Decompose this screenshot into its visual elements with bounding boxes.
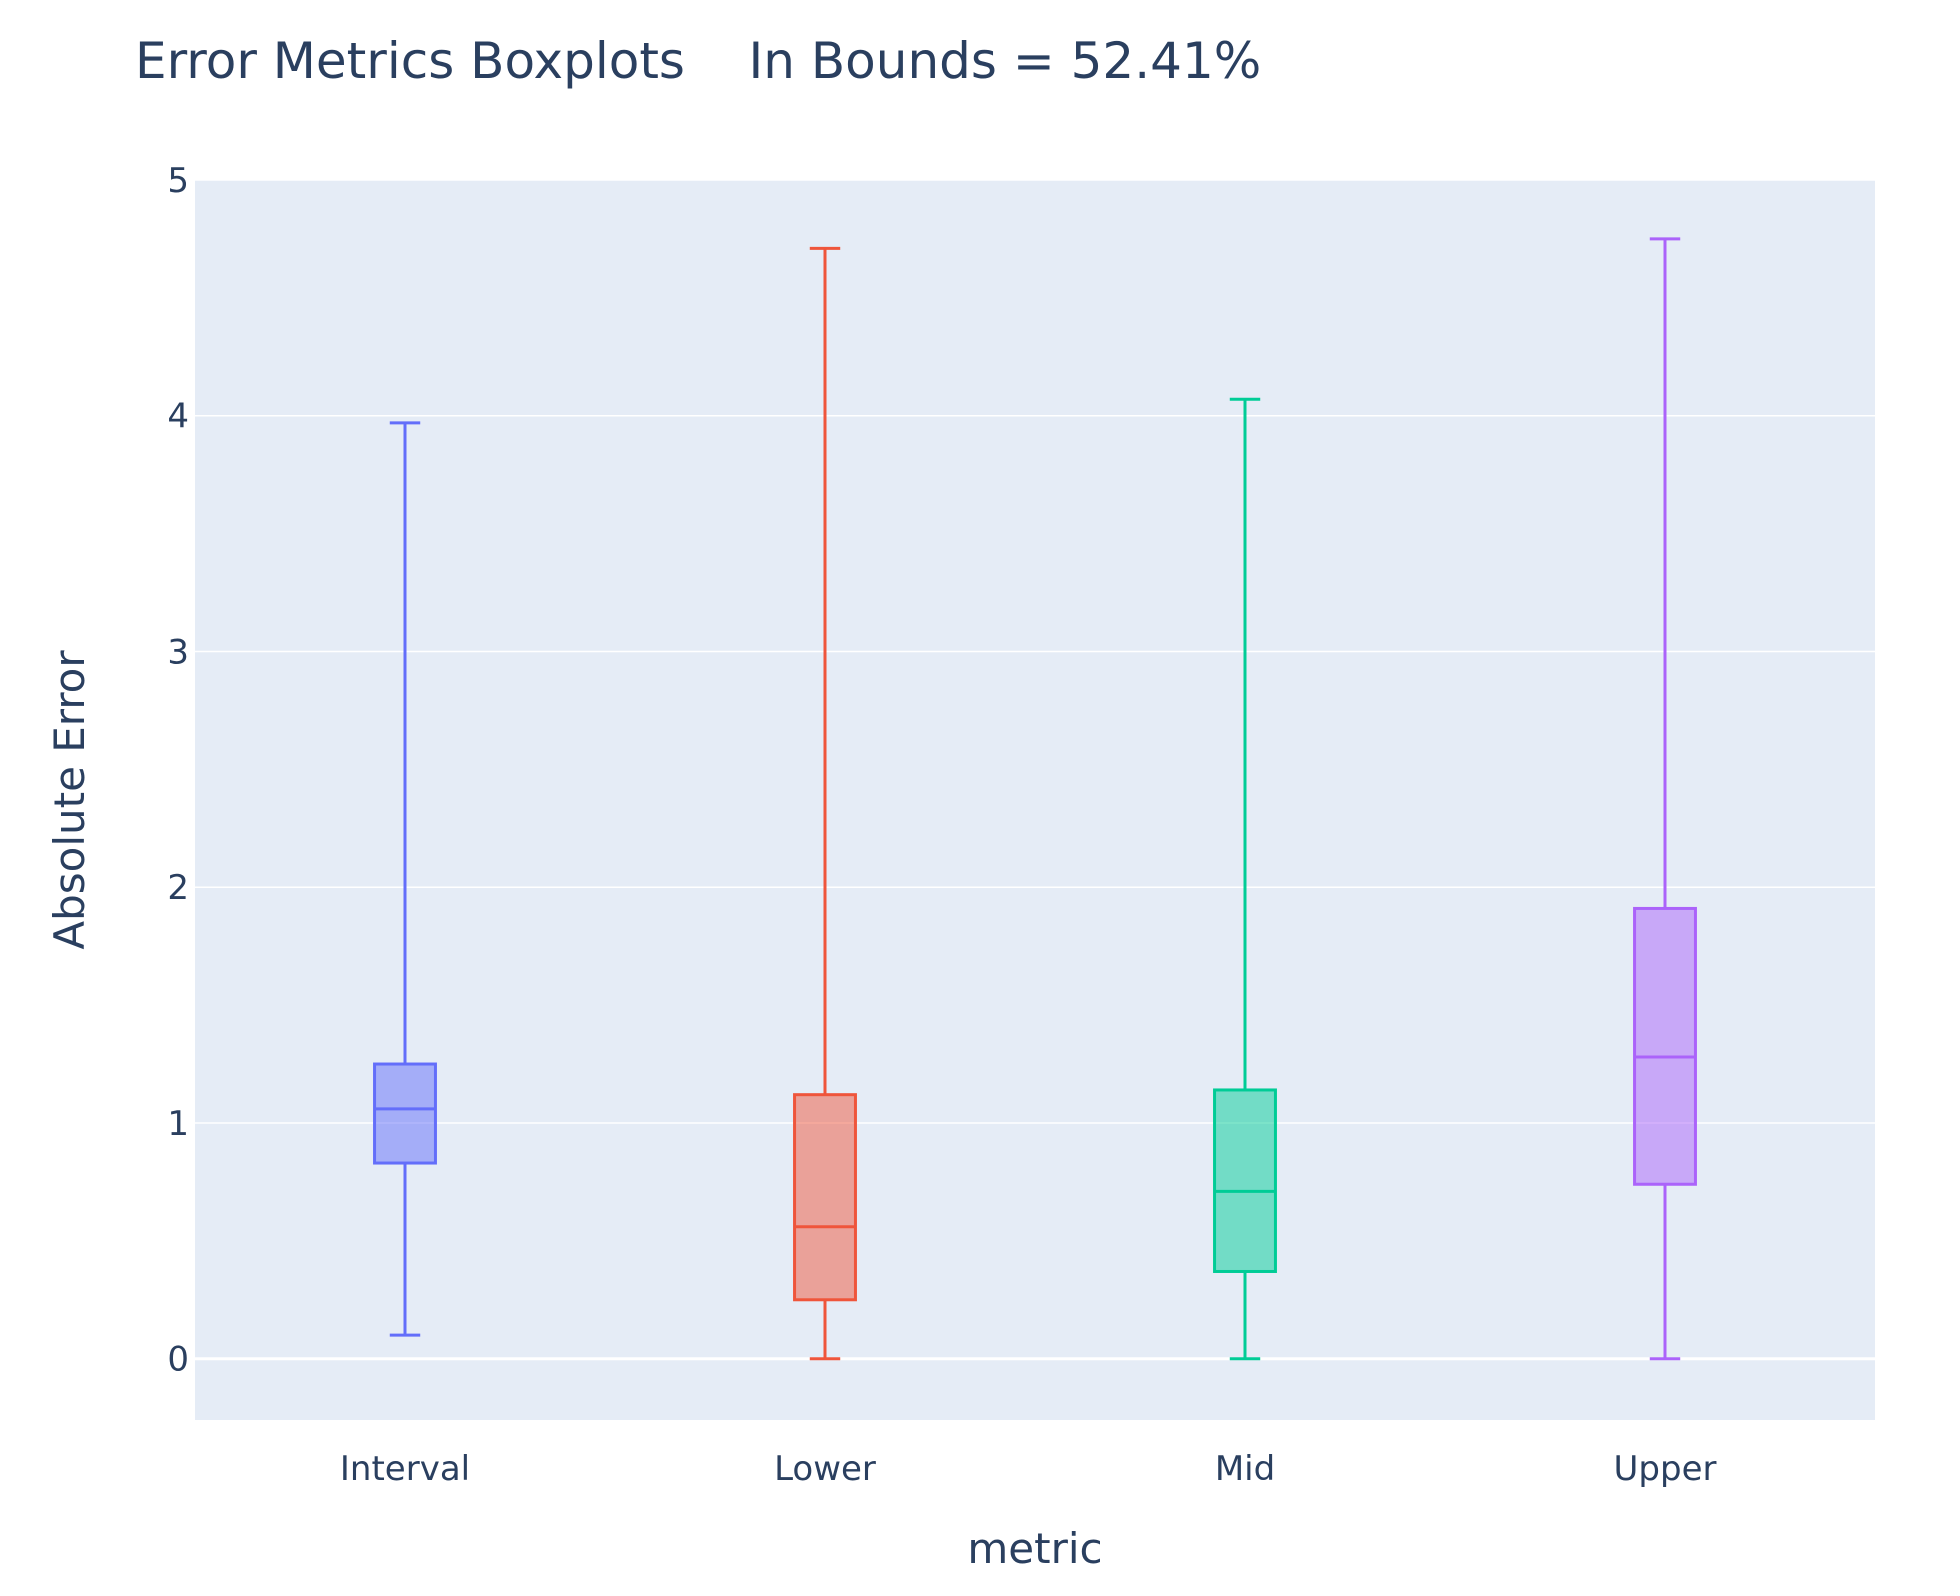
y-tick-label: 5: [167, 161, 189, 201]
x-tick-label: Mid: [1215, 1449, 1275, 1489]
y-tick-label: 0: [167, 1340, 189, 1380]
iqr-box: [1633, 906, 1697, 1186]
gridlines: [195, 179, 1875, 1361]
x-axis-ticks: Interval Lower Mid Upper: [340, 1449, 1717, 1489]
box-lower: [793, 246, 857, 1361]
x-tick-label: Lower: [774, 1449, 876, 1489]
y-tick-label: 3: [167, 632, 189, 672]
y-tick-label: 1: [167, 1104, 189, 1144]
y-tick-label: 4: [167, 397, 189, 437]
box-interval: [373, 421, 437, 1337]
y-axis-title: Absolute Error: [45, 650, 94, 950]
box-mid: [1213, 397, 1277, 1361]
iqr-box: [793, 1093, 857, 1302]
plot-area: [195, 180, 1875, 1420]
y-axis-ticks: 0 1 2 3 4 5: [167, 161, 189, 1380]
x-tick-label: Interval: [340, 1449, 470, 1489]
box-upper: [1633, 237, 1697, 1361]
chart-title: Error Metrics Boxplots In Bounds = 52.41…: [135, 32, 1261, 90]
y-tick-label: 2: [167, 868, 189, 908]
x-tick-label: Upper: [1614, 1449, 1717, 1489]
x-axis-title: metric: [967, 1524, 1102, 1573]
box-series: [373, 237, 1697, 1361]
iqr-box: [1213, 1088, 1277, 1273]
iqr-box: [373, 1062, 437, 1165]
